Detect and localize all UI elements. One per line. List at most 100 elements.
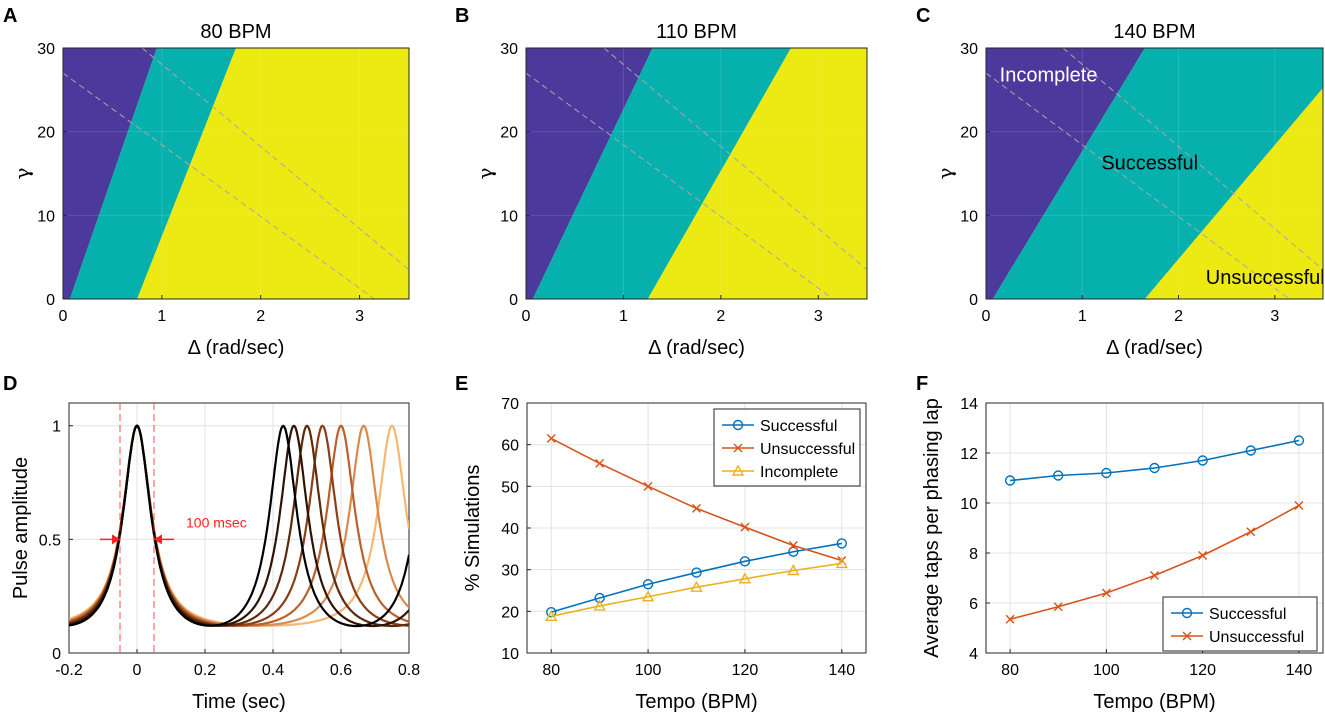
axes-box — [985, 402, 1324, 654]
x-tick-label: 100 — [1093, 662, 1120, 679]
dashed-guide-line — [603, 48, 867, 271]
panel-letter: F — [916, 373, 928, 395]
data-point — [1101, 467, 1112, 479]
successful-region — [992, 48, 1323, 299]
y-tick-label: 30 — [501, 563, 519, 580]
dashed-guide-line — [141, 48, 409, 271]
x-axis-label: Δ (rad/sec) — [648, 337, 745, 359]
y-tick-label: 20 — [500, 125, 518, 142]
data-point — [1053, 602, 1063, 612]
x-tick-label: 140 — [1286, 662, 1313, 679]
data-point — [546, 606, 557, 618]
dashed-guide-line — [63, 72, 375, 299]
data-point — [1182, 631, 1192, 641]
data-point — [738, 572, 752, 584]
x-tick-label: 3 — [814, 308, 823, 325]
panel-letter: E — [455, 373, 468, 395]
incomplete-region — [526, 48, 653, 299]
y-tick-label: 0 — [969, 292, 978, 309]
data-point — [691, 567, 702, 578]
panel-letter: B — [455, 5, 469, 27]
series-unsuccessful — [1005, 501, 1304, 624]
dashed-guide-line — [526, 72, 834, 299]
arrow-left-head — [112, 534, 120, 545]
y-axis-label: γ — [473, 168, 497, 180]
unsuccessful-region — [647, 48, 867, 299]
panel-letter: A — [3, 5, 17, 27]
incomplete-region — [986, 48, 1145, 299]
y-tick-label: 50 — [501, 479, 519, 496]
x-tick-label: 2 — [1174, 308, 1183, 325]
y-axis-label: % Simulations — [462, 465, 484, 592]
data-point — [1197, 455, 1208, 466]
data-point — [732, 419, 744, 431]
y-tick-label: 10 — [500, 208, 518, 225]
x-axis-label: Δ (rad/sec) — [188, 337, 285, 359]
x-tick-label: 80 — [1001, 662, 1019, 679]
dashed-guide-line — [1062, 48, 1323, 271]
y-tick-label: 14 — [960, 396, 978, 413]
y-tick-label: 20 — [501, 604, 519, 621]
axes-box — [525, 47, 868, 300]
data-point — [1245, 445, 1256, 456]
series-unsuccessful — [546, 433, 847, 565]
y-tick-label: 1 — [52, 419, 61, 436]
axes-box — [62, 47, 410, 300]
y-tick-label: 10 — [37, 208, 55, 225]
y-tick-label: 60 — [501, 438, 519, 455]
y-tick-label: 0 — [52, 646, 61, 663]
data-point — [594, 592, 605, 604]
region-label: Successful — [1101, 152, 1198, 174]
series-line — [1009, 439, 1300, 482]
x-tick-label: 1 — [157, 308, 166, 325]
data-point — [595, 458, 605, 468]
heatmap-regions — [986, 48, 1323, 299]
x-tick-label: 3 — [355, 308, 364, 325]
data-point — [1004, 475, 1016, 486]
chart-title: 80 BPM — [200, 21, 271, 43]
y-tick-label: 30 — [37, 41, 55, 58]
legend: Successful Unsuccessful Incomplete — [713, 408, 861, 487]
panel-letter: D — [3, 373, 17, 395]
y-axis-label: γ — [933, 168, 957, 180]
data-point — [733, 443, 743, 453]
data-point — [739, 556, 751, 567]
series-line — [551, 562, 842, 618]
y-tick-label: 10 — [501, 646, 519, 663]
data-point — [1293, 435, 1305, 446]
x-tick-label: 3 — [1270, 308, 1279, 325]
data-point — [692, 503, 701, 513]
panel-letter: C — [916, 5, 930, 27]
y-tick-label: 10 — [960, 496, 978, 513]
x-tick-label: 0 — [59, 308, 68, 325]
region-label: Unsuccessful — [1206, 267, 1325, 289]
unsuccessful-region — [137, 48, 409, 299]
y-axis-label: Pulse amplitude — [10, 457, 32, 599]
y-tick-label: 40 — [501, 521, 519, 538]
data-point — [1101, 588, 1111, 598]
data-point — [1053, 470, 1064, 481]
data-point — [731, 464, 745, 476]
pulse-series-line — [69, 424, 409, 628]
series-successful — [1004, 435, 1305, 486]
x-tick-label: 0 — [982, 308, 991, 325]
y-tick-label: 70 — [501, 396, 519, 413]
legend-label: Successful — [1209, 606, 1286, 623]
region-label: Incomplete — [1000, 64, 1098, 86]
data-point — [1005, 614, 1015, 624]
y-tick-label: 0 — [46, 292, 55, 309]
data-point — [788, 541, 798, 550]
data-point — [787, 564, 800, 576]
x-tick-label: 0.2 — [194, 662, 216, 679]
heatmap-regions — [63, 48, 409, 299]
data-point — [546, 433, 556, 443]
data-point — [835, 556, 848, 569]
x-tick-label: 140 — [828, 662, 855, 679]
incomplete-region — [63, 48, 157, 299]
x-tick-label: 120 — [732, 662, 759, 679]
x-tick-label: 0.4 — [262, 662, 284, 679]
